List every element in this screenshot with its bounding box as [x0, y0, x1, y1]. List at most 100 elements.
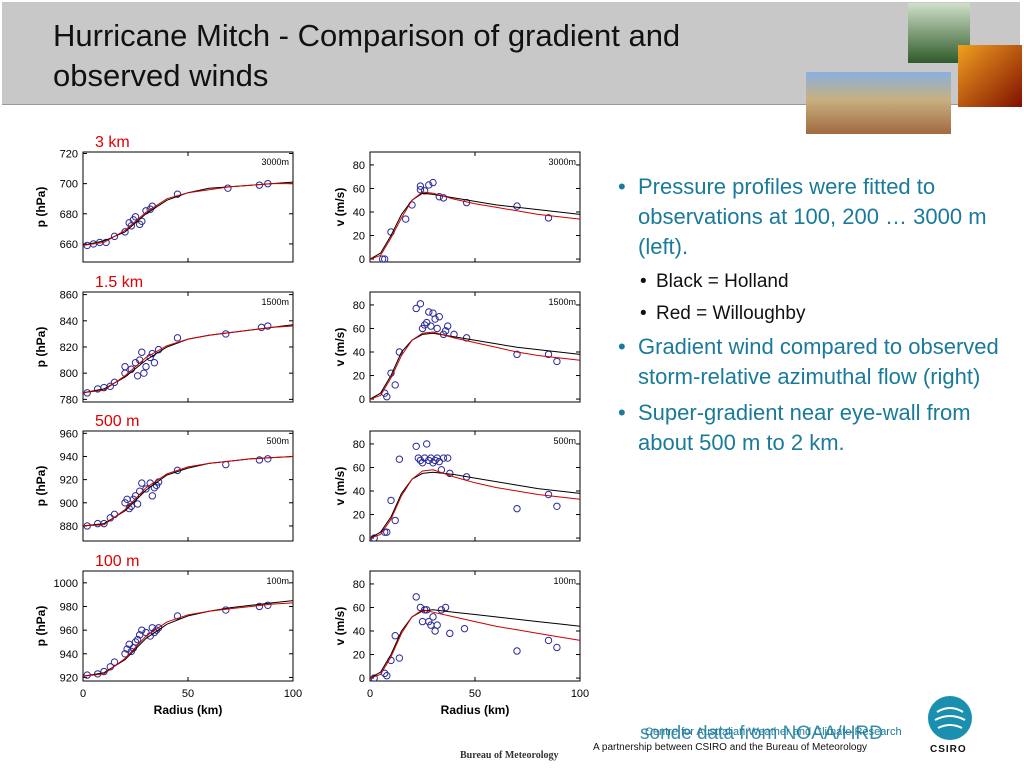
observation [255, 602, 264, 611]
observation [121, 650, 129, 658]
observation [431, 315, 439, 323]
y-tick-label: 20 [353, 510, 365, 522]
observation [435, 193, 443, 201]
observation [446, 629, 454, 638]
y-tick-label: 80 [353, 439, 365, 451]
observation [553, 357, 561, 366]
observation [131, 638, 140, 646]
y-tick-label: 80 [353, 579, 365, 591]
y-tick-label: 860 [60, 290, 78, 302]
y-tick-label: 60 [353, 323, 365, 335]
panel-annotation: 100m [266, 576, 289, 586]
observation [412, 593, 420, 601]
slide-title: Hurricane Mitch - Comparison of gradient… [53, 18, 681, 93]
x-tick-label: 0 [367, 688, 373, 700]
y-tick-label: 80 [353, 300, 365, 312]
profile-line [82, 325, 294, 394]
observation [173, 334, 182, 342]
logo-circle [928, 696, 972, 740]
plot-frame [369, 430, 581, 542]
observation [433, 324, 441, 333]
footer-logo: CSIRO [930, 744, 967, 755]
profile-line [82, 602, 294, 677]
bullet: Super-gradient near eye-wall from about … [618, 398, 1018, 458]
y-tick-label: 60 [353, 602, 365, 614]
observation [544, 636, 553, 645]
observation [513, 350, 521, 359]
observation [420, 187, 429, 195]
observation [383, 672, 391, 680]
y-tick-label: 920 [60, 672, 78, 684]
observation [387, 496, 395, 505]
observation [127, 647, 136, 656]
y-tick-label: 960 [60, 625, 78, 637]
y-tick-label: 60 [353, 183, 365, 195]
x-axis-label: Radius (km) [441, 703, 510, 717]
observation [133, 372, 142, 380]
observation [513, 647, 521, 655]
panel-annotation: 3000m [548, 157, 576, 167]
plot-frame [82, 291, 294, 403]
footer-source: sonde data from NOAA/HRD [640, 723, 883, 744]
observation [429, 613, 437, 621]
plot-frame [82, 151, 294, 263]
observation [264, 322, 272, 330]
height-label: 3 km [95, 134, 130, 151]
y-tick-label: 20 [353, 371, 365, 383]
y-tick-label: 20 [353, 231, 365, 243]
observation [140, 369, 148, 377]
observation [412, 442, 420, 450]
observation [420, 606, 429, 614]
observation [110, 378, 119, 387]
observation [138, 348, 146, 356]
plot-frame [369, 151, 581, 263]
observation [138, 626, 146, 634]
y-tick-label: 900 [60, 498, 78, 510]
x-tick-label: 100 [571, 688, 589, 700]
y-axis-label: p (hPa) [34, 187, 48, 228]
observation [395, 348, 404, 356]
observation [138, 217, 146, 226]
x-tick-label: 0 [80, 688, 86, 700]
observation [444, 322, 452, 330]
height-label: 500 m [95, 413, 139, 430]
y-axis-label: p (hPa) [34, 327, 48, 368]
observation [106, 382, 115, 390]
panel-annotation: 1500m [548, 297, 576, 307]
observation [148, 492, 157, 500]
y-tick-label: 80 [353, 160, 365, 172]
observation [142, 362, 150, 371]
y-tick-label: 920 [60, 475, 78, 487]
observation [416, 456, 425, 465]
y-axis-label: v (m/s) [333, 467, 347, 506]
y-tick-label: 780 [60, 394, 78, 406]
observation [460, 624, 469, 633]
y-tick-label: 40 [353, 486, 365, 498]
observation [138, 479, 146, 487]
observation [435, 313, 443, 321]
x-tick-label: 100 [284, 688, 302, 700]
y-tick-label: 40 [353, 347, 365, 359]
y-tick-label: 20 [353, 650, 365, 662]
profile-line [82, 183, 293, 246]
plot-frame [369, 291, 581, 403]
observation [433, 621, 441, 629]
observation [395, 654, 404, 662]
y-tick-label: 980 [60, 601, 78, 613]
observation [513, 504, 521, 513]
observation [429, 178, 437, 187]
y-tick-label: 660 [60, 239, 78, 251]
height-label: 100 m [95, 553, 139, 570]
footer-centre: Centre for Australian Weather and Climat… [645, 726, 902, 738]
plot-frame [369, 570, 581, 682]
observation [224, 184, 232, 192]
observation [110, 658, 119, 666]
observation [544, 490, 553, 499]
observation [255, 456, 264, 464]
height-label: 1.5 km [95, 274, 143, 291]
panel-annotation: 100m [553, 576, 576, 586]
y-axis-label: p (hPa) [34, 606, 48, 647]
observation [391, 516, 399, 525]
